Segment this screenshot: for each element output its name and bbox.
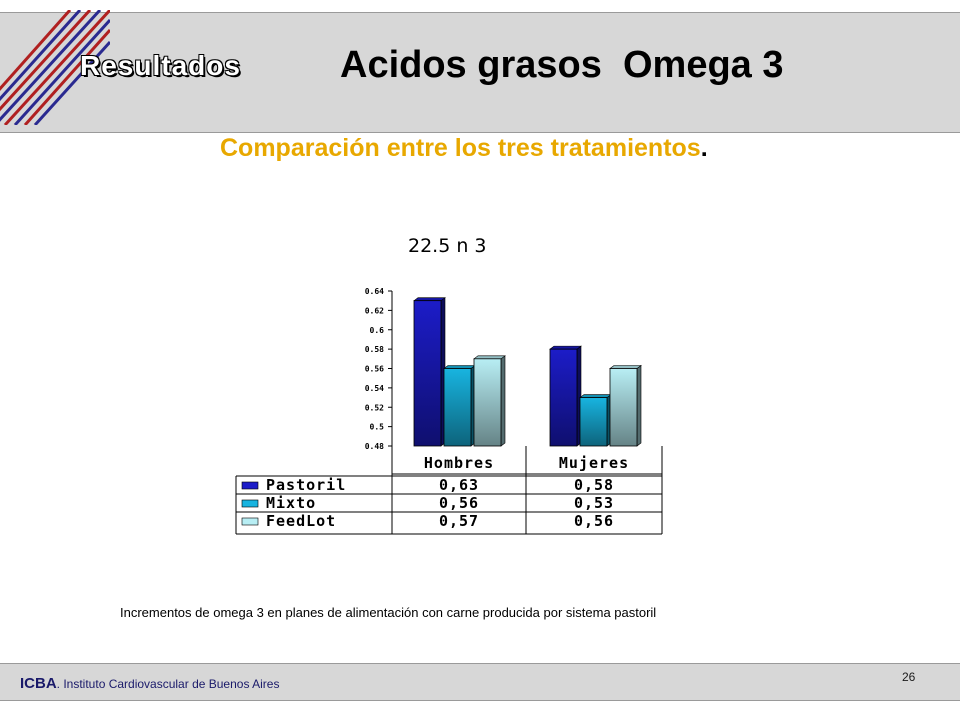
slide-title: Acidos grasos Omega 3 (340, 44, 784, 86)
bar-pastoril-hombres (413, 300, 442, 447)
bar-mixto-hombres (443, 368, 472, 447)
category-label: Hombres (424, 454, 494, 472)
y-tick-label: 0.62 (365, 306, 384, 315)
footer-band: ICBA. Instituto Cardiovascular de Buenos… (0, 663, 960, 701)
bar-pastoril-mujeres (549, 348, 578, 447)
y-tick-label: 0.54 (365, 384, 384, 393)
data-label: 0,53 (574, 494, 614, 512)
y-tick-label: 0.52 (365, 403, 384, 412)
chart-caption: 22.5 n 3 (408, 235, 487, 257)
y-tick-label: 0.5 (370, 423, 385, 432)
header-band (0, 12, 960, 133)
bar-feedlot-mujeres (609, 368, 638, 447)
category-label: Mujeres (559, 454, 629, 472)
subtitle-period: . (700, 134, 708, 162)
bar-feedlot-hombres (473, 358, 502, 447)
y-tick-label: 0.64 (365, 287, 384, 296)
bar-top-pastoril (413, 297, 446, 301)
legend-label: FeedLot (266, 512, 336, 530)
y-tick-label: 0.48 (365, 442, 384, 451)
data-label: 0,63 (439, 476, 479, 494)
footnote: Incrementos de omega 3 en planes de alim… (120, 605, 657, 620)
legend-swatch-feedlot (241, 517, 259, 526)
legend-swatch-pastoril (241, 481, 259, 490)
data-label: 0,56 (574, 512, 614, 530)
legend-label: Pastoril (266, 476, 346, 494)
page-number: 26 (902, 670, 916, 684)
y-tick-label: 0.56 (365, 365, 384, 374)
logo-stripes-icon (0, 10, 110, 125)
legend-swatch-mixto (241, 499, 259, 508)
bar-top-feedlot (609, 365, 642, 369)
y-tick-label: 0.58 (365, 345, 384, 354)
bar-top-mixto (579, 394, 612, 398)
bar-mixto-mujeres (579, 397, 608, 447)
footer-org-name: . Instituto Cardiovascular de Buenos Air… (56, 677, 280, 691)
legend-label: Mixto (266, 494, 316, 512)
bar-side-feedlot (500, 355, 506, 447)
data-label: 0,57 (439, 512, 479, 530)
data-label: 0,56 (439, 494, 479, 512)
footer-org-abbr: ICBA (20, 675, 57, 692)
data-label: 0,58 (574, 476, 614, 494)
bar-top-feedlot (473, 355, 506, 360)
footer-org: ICBA. Instituto Cardiovascular de Buenos… (20, 675, 279, 692)
section-label: Resultados (80, 50, 241, 81)
y-tick-label: 0.6 (370, 326, 385, 335)
bar-top-mixto (443, 365, 476, 369)
subtitle: Comparación entre los tres tratamientos. (220, 134, 708, 163)
subtitle-text: Comparación entre los tres tratamientos (220, 134, 701, 162)
bar-side-feedlot (636, 364, 642, 447)
bar-top-pastoril (549, 345, 582, 350)
